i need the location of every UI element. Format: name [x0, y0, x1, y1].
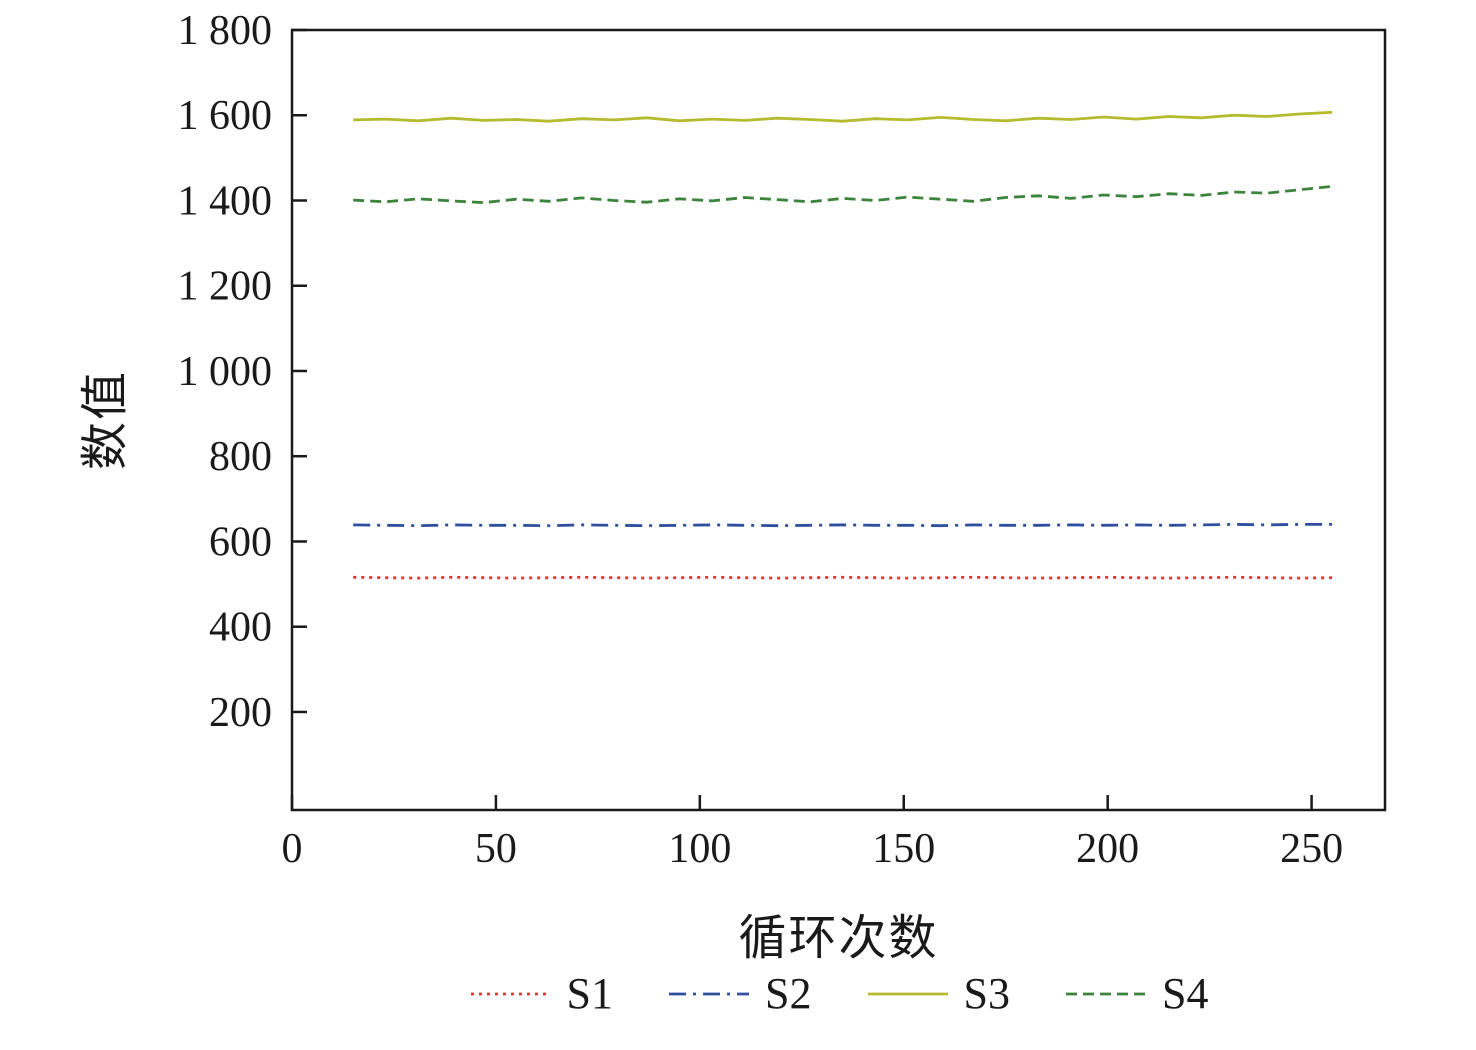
legend-line-S3 [867, 992, 948, 995]
y-tick-label: 800 [209, 434, 272, 480]
legend-label-S4: S4 [1161, 969, 1209, 1018]
y-tick-label: 1 400 [178, 178, 273, 224]
y-tick-label: 1 600 [178, 93, 273, 139]
y-tick-label: 200 [209, 690, 272, 736]
y-axis-title: 数值 [79, 369, 132, 471]
legend-line-S4 [1065, 992, 1146, 995]
legend-line-S1 [470, 992, 551, 995]
series-S2 [353, 523, 1332, 528]
legend-label-S3: S3 [963, 969, 1010, 1018]
y-tick-label: 600 [209, 519, 272, 565]
x-tick-label: 50 [475, 826, 517, 872]
x-tick-label: 100 [668, 826, 731, 872]
legend-label-S1: S1 [566, 969, 614, 1018]
legend-label-S2: S2 [765, 969, 812, 1018]
x-tick-label: 150 [872, 826, 935, 872]
x-axis-title: 循环次数 [738, 912, 939, 965]
x-tick-label: 250 [1280, 826, 1343, 872]
series-S1 [353, 575, 1333, 580]
y-tick-label: 1 800 [178, 8, 273, 54]
legend-item-S3: S3 [866, 968, 1010, 1019]
legend-item-S2: S2 [667, 968, 812, 1019]
axis-frame [290, 28, 1387, 812]
series-S3 [353, 110, 1333, 123]
legend-item-S4: S4 [1064, 968, 1208, 1019]
x-tick-label: 0 [282, 826, 303, 872]
x-tick-label: 200 [1076, 826, 1139, 872]
legend-line-S2 [669, 992, 750, 995]
y-tick-label: 400 [209, 605, 272, 651]
y-tick-label: 1 200 [178, 264, 273, 310]
series-S4 [353, 185, 1333, 205]
legend-item-S1: S1 [469, 968, 613, 1019]
y-tick-label: 1 000 [178, 349, 273, 395]
legend: S1 S2 S3 S4 [292, 968, 1385, 1019]
